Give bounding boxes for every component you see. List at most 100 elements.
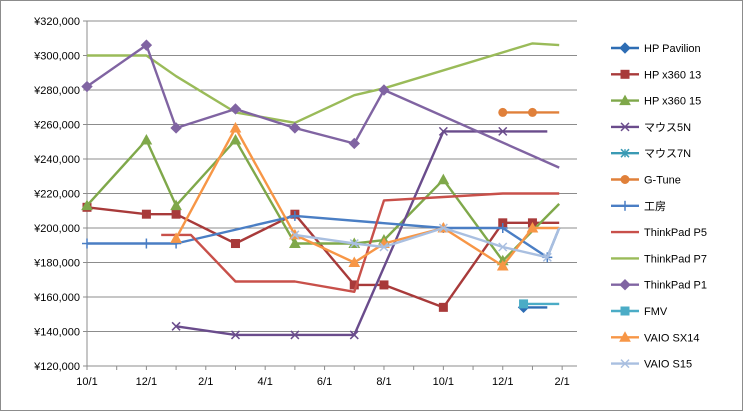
data-point [230, 330, 241, 340]
data-point [170, 199, 182, 211]
legend-item: ThinkPad P1 [611, 278, 707, 292]
legend-label: 工房 [644, 200, 666, 213]
data-point [542, 252, 552, 262]
data-point [527, 107, 537, 117]
data-point [620, 200, 630, 211]
data-point [379, 280, 389, 290]
legend-label: HP x360 15 [644, 96, 701, 108]
data-point [438, 302, 448, 312]
data-point [619, 94, 631, 106]
data-point [140, 133, 153, 145]
x-tick-label: 12/1 [492, 376, 513, 388]
data-point [170, 122, 182, 134]
legend-label: FMV [644, 306, 668, 318]
data-point [519, 299, 529, 309]
data-point [349, 330, 359, 340]
series-3 [171, 126, 548, 340]
data-point [229, 103, 242, 115]
y-tick-label: ¥240,000 [33, 154, 80, 166]
y-tick-label: ¥300,000 [33, 51, 80, 63]
data-point [620, 122, 630, 132]
data-point [620, 175, 630, 184]
data-point [619, 278, 631, 291]
series-7 [161, 192, 560, 293]
x-tick-label: 8/1 [376, 376, 391, 388]
data-point [170, 232, 182, 243]
legend-item: 工房 [611, 200, 666, 213]
legend-item: G-Tune [611, 175, 681, 187]
data-point [289, 210, 300, 221]
x-tick-label: 2/1 [198, 376, 213, 388]
y-tick-label: ¥280,000 [33, 85, 80, 97]
series-6 [82, 210, 561, 263]
data-point [378, 84, 390, 96]
data-point [379, 242, 389, 252]
y-tick-label: ¥220,000 [33, 189, 80, 201]
x-tick-label: 4/1 [258, 376, 273, 388]
y-tick-label: ¥160,000 [33, 292, 80, 304]
legend-item: マウス7N [611, 147, 691, 160]
x-tick-label: 12/1 [136, 376, 157, 388]
data-point [620, 359, 630, 369]
legend-item: ThinkPad P7 [611, 253, 707, 265]
legend-item: VAIO S15 [611, 359, 692, 371]
legend-label: VAIO SX14 [644, 332, 699, 344]
data-point [620, 148, 630, 158]
y-tick-label: ¥120,000 [33, 361, 80, 373]
y-tick-label: ¥320,000 [33, 16, 80, 28]
data-point [496, 259, 509, 271]
legend-label: ThinkPad P5 [644, 227, 707, 239]
series-line [86, 43, 560, 169]
legend-label: VAIO S15 [644, 359, 692, 371]
y-tick-label: ¥140,000 [33, 327, 80, 339]
legend-label: ThinkPad P1 [644, 280, 707, 292]
series-line [175, 130, 548, 337]
data-point [82, 238, 92, 249]
data-point [498, 242, 508, 252]
series-line [87, 214, 561, 259]
data-point [348, 137, 360, 150]
data-point [620, 69, 630, 79]
legend-item: ThinkPad P5 [611, 227, 707, 239]
series-line [161, 192, 560, 293]
data-point [229, 133, 242, 145]
data-point [349, 238, 359, 249]
legend-label: ThinkPad P7 [644, 253, 707, 265]
legend-label: HP Pavilion [644, 43, 701, 55]
data-point [526, 221, 539, 233]
legend-item: VAIO SX14 [611, 331, 699, 344]
data-point [289, 237, 301, 249]
data-point [619, 331, 631, 342]
data-point [230, 239, 240, 249]
x-tick-label: 6/1 [317, 376, 332, 388]
data-point [140, 39, 153, 51]
series-5 [498, 107, 560, 117]
legend-item: HP x360 15 [611, 94, 701, 108]
series-9 [81, 39, 560, 169]
legend-item: HP Pavilion [611, 42, 701, 55]
data-point [620, 306, 630, 316]
legend-label: マウス5N [644, 121, 691, 134]
data-point [81, 80, 93, 93]
x-tick-label: 2/1 [555, 376, 570, 388]
data-point [171, 321, 181, 331]
data-point [141, 209, 151, 219]
y-tick-label: ¥260,000 [33, 120, 80, 132]
data-point [289, 122, 301, 134]
data-point [438, 223, 448, 233]
data-point [81, 199, 93, 211]
x-tick-label: 10/1 [76, 376, 97, 388]
series-10 [519, 299, 560, 309]
data-point [498, 107, 508, 117]
legend-label: マウス7N [644, 147, 691, 160]
data-point [290, 330, 300, 340]
data-point [229, 121, 242, 133]
data-point [438, 126, 448, 136]
data-point [290, 230, 300, 240]
legend-label: G-Tune [644, 175, 681, 187]
legend-item: HP x360 13 [611, 69, 701, 81]
data-point [437, 173, 450, 185]
data-point [619, 42, 631, 54]
series-line [86, 138, 561, 262]
